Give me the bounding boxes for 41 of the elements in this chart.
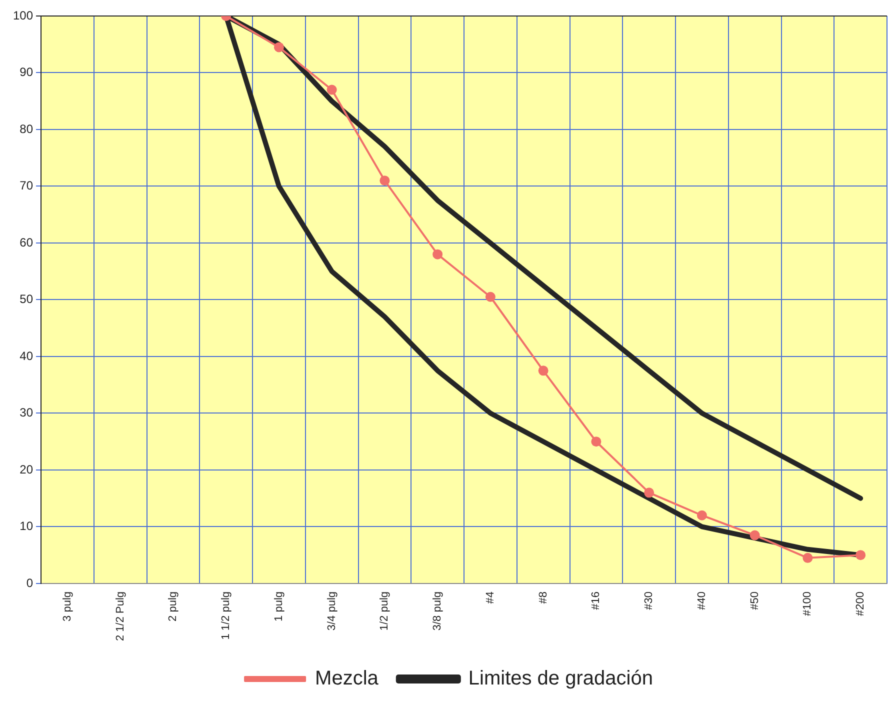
y-tick-label: 20 — [20, 462, 34, 476]
point — [538, 366, 548, 376]
y-tick-label: 40 — [20, 348, 34, 363]
legend-label: Mezcla — [315, 668, 380, 690]
point — [750, 530, 760, 540]
y-tick-label: 100 — [12, 8, 34, 22]
point — [380, 176, 390, 186]
x-tick-label: 1 1/2 pulg — [220, 591, 232, 640]
x-tick-label: #16 — [590, 591, 602, 610]
x-tick-label: 1 pulg — [272, 591, 285, 622]
x-tick-label: 1/2 pulg — [378, 591, 391, 631]
x-tick-label: 3 pulg — [61, 591, 74, 622]
y-tick-label: 80 — [20, 122, 34, 136]
x-tick-label: 2 pulg — [167, 591, 180, 622]
point — [274, 42, 284, 52]
x-tick-label: #4 — [484, 591, 496, 604]
y-tick-label: 10 — [20, 519, 34, 534]
point — [644, 488, 654, 498]
y-tick-label: 90 — [20, 65, 34, 80]
y-tick-label: 0 — [26, 576, 34, 590]
legend-label: Limites de gradación — [468, 668, 653, 690]
point — [696, 510, 707, 520]
x-tick-label: 3/8 pulg — [432, 591, 444, 631]
point — [856, 550, 866, 560]
x-tick-label: 3/4 pulg — [326, 591, 338, 631]
x-tick-label: 2 1/2 Pulg — [114, 591, 126, 642]
x-tick-label: #8 — [537, 591, 550, 604]
point — [591, 436, 602, 447]
y-tick-label: 60 — [20, 235, 34, 250]
point — [485, 292, 496, 302]
point — [326, 84, 337, 95]
y-tick-label: 30 — [20, 406, 34, 420]
x-tick-label: #50 — [748, 591, 761, 610]
x-tick-label: #200 — [854, 591, 867, 616]
x-tick-label: #40 — [696, 591, 708, 610]
x-tick-label: #30 — [643, 591, 656, 610]
y-tick-label: 50 — [20, 292, 34, 306]
x-tick-label: #100 — [802, 591, 814, 616]
point — [432, 249, 443, 260]
point — [802, 552, 813, 563]
y-tick-label: 70 — [20, 178, 34, 193]
